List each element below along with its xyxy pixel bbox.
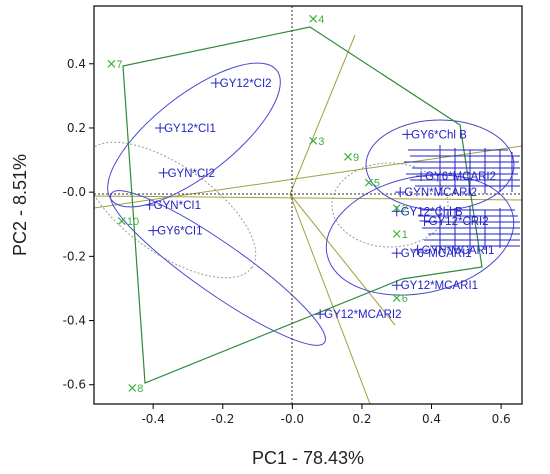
environment-marker <box>344 152 352 161</box>
y-tick-label: -0.6 <box>63 378 86 392</box>
environment-point-3: 3 <box>309 136 324 148</box>
environment-label: 6 <box>402 293 408 305</box>
environment-point-6: 6 <box>392 293 408 305</box>
y-tick-label: 0.2 <box>67 121 86 135</box>
genotype-point-gyn-mcari1: GYN*MCARI1 <box>412 244 495 257</box>
environment-point-4: 4 <box>309 14 324 26</box>
genotype-label: GY12*MCARI1 <box>401 280 478 292</box>
sector-line-3 <box>289 34 356 195</box>
genotype-marker <box>155 122 166 133</box>
genotype-label: GYN*CI2 <box>168 168 215 180</box>
environment-marker <box>309 14 318 23</box>
genotype-label: GY12*CRI2 <box>429 216 489 228</box>
genotype-label: GY6*MCARI1 <box>401 248 472 260</box>
environment-marker <box>309 136 318 145</box>
environment-label: 10 <box>127 216 139 228</box>
genotype-point-gy12-ci1: GY12*CI1 <box>155 123 216 135</box>
genotype-point-gyn-ci1: GYN*CI1 <box>144 200 201 212</box>
genotype-label: GY12*MCARI2 <box>324 309 401 321</box>
sector-line-5 <box>289 193 396 326</box>
genotype-label: GY6*MCARI2 <box>425 171 496 183</box>
genotype-point-gy6-mcari2: GY6*MCARI2 <box>416 171 496 183</box>
genotype-point-gy6-chl-b: GY6*Chl B <box>402 129 467 141</box>
genotype-marker <box>315 309 326 320</box>
genotype-point-gy12-cri2: GY12*CRI2 <box>419 216 489 228</box>
environment-marker <box>364 178 373 187</box>
y-tick-label: -0.4 <box>63 314 86 328</box>
genotype-label: GYN*MCARI1 <box>422 245 495 257</box>
genotype-label: GY12*CI1 <box>164 123 216 135</box>
genotype-label: GY12*Chl B <box>401 206 463 218</box>
genotype-marker <box>148 225 159 236</box>
environment-marker <box>392 294 401 303</box>
ellipse-upper-left <box>107 62 281 208</box>
sector-line-2 <box>94 195 522 201</box>
x-tick-label: -0.2 <box>211 412 234 426</box>
genotype-point-gy6-ci1: GY6*CI1 <box>148 225 203 238</box>
genotype-point-gy12-mcari1: GY12*MCARI1 <box>391 280 478 292</box>
environment-label: 5 <box>374 178 380 190</box>
dotted-ellipse-right <box>331 162 449 248</box>
environment-label: 2 <box>402 203 408 215</box>
y-axis-title: PC2 - 8.51% <box>10 154 30 256</box>
environment-label: 7 <box>116 59 122 71</box>
genotype-label: GYN*MCARI2 <box>404 187 477 199</box>
genotype-marker <box>395 187 406 198</box>
convex-hull <box>122 26 483 384</box>
environment-label: 4 <box>318 14 324 26</box>
environment-marker <box>392 229 401 238</box>
y-tick-label: -0.2 <box>63 249 86 263</box>
plot-frame <box>93 5 523 405</box>
genotype-label: GY12*CI2 <box>220 78 272 90</box>
genotype-point-gyn-ci2: GYN*CI2 <box>158 167 215 180</box>
environment-point-5: 5 <box>364 178 380 190</box>
environment-marker <box>107 59 116 68</box>
genotype-label: GY6*CI1 <box>157 226 202 238</box>
environment-point-9: 9 <box>344 152 359 164</box>
environment-marker <box>392 204 401 213</box>
genotype-marker <box>391 280 402 291</box>
genotype-point-gy12-mcari2: GY12*MCARI2 <box>315 309 402 321</box>
genotype-marker <box>416 171 427 182</box>
environment-point-1: 1 <box>392 229 408 241</box>
x-axis-title: PC1 - 78.43% <box>252 448 364 468</box>
y-tick-label: -0.0 <box>63 185 86 199</box>
genotype-label: GYN*CI1 <box>154 200 201 212</box>
genotype-marker <box>158 167 169 178</box>
x-tick-label: 0.6 <box>492 412 511 426</box>
genotype-marker <box>419 216 430 227</box>
genotype-label: GY6*Chl B <box>411 129 467 141</box>
genotype-point-gyn-mcari2: GYN*MCARI2 <box>395 187 477 199</box>
environment-label: 8 <box>137 383 143 395</box>
x-tick-label: -0.4 <box>141 412 164 426</box>
environment-label: 9 <box>353 152 359 164</box>
environment-label: 3 <box>318 136 324 148</box>
ellipse-lower-left <box>110 190 326 346</box>
genotype-marker <box>144 200 155 210</box>
environment-marker <box>128 384 137 392</box>
x-tick-label: -0.0 <box>281 412 304 426</box>
dense-genotype-cluster <box>404 145 520 253</box>
genotype-marker <box>412 244 423 255</box>
environment-point-7: 7 <box>107 59 123 71</box>
x-tick-label: 0.2 <box>352 412 371 426</box>
genotype-marker <box>210 78 221 89</box>
sector-line-4 <box>289 193 371 404</box>
dotted-ellipse-left <box>94 141 257 279</box>
environment-marker <box>117 217 126 225</box>
genotype-marker <box>402 129 413 140</box>
y-tick-label: 0.4 <box>67 57 86 71</box>
ellipse-lower-right <box>325 174 515 296</box>
genotype-marker <box>391 248 402 259</box>
genotype-point-gy6-mcari1: GY6*MCARI1 <box>391 248 472 260</box>
environment-point-2: 2 <box>392 203 408 215</box>
genotype-point-gy12-ci2: GY12*CI2 <box>210 78 272 90</box>
environment-point-8: 8 <box>128 383 143 395</box>
environment-point-10: 10 <box>117 216 139 228</box>
environment-label: 1 <box>402 229 408 241</box>
x-tick-label: 0.4 <box>422 412 441 426</box>
